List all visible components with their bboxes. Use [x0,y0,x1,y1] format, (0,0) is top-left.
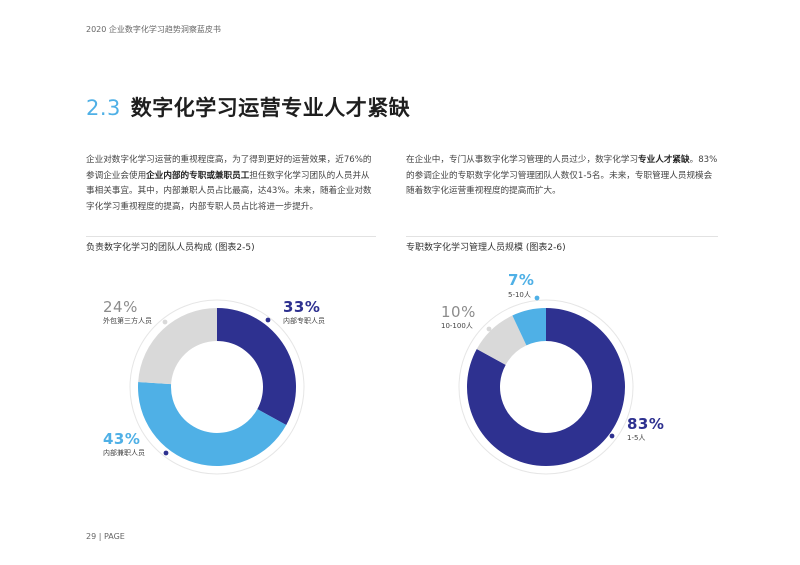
chart2-slice-1 [476,315,527,365]
chart2-pct-1: 10% [441,303,476,321]
right-divider [406,236,718,237]
chart2-pct-2: 7% [508,271,535,289]
chart1-pct-2: 24% [103,298,138,316]
chart1-label-1: 内部兼职人员 [103,449,145,457]
chart2-slice-2 [512,308,546,346]
chart2-donut [458,295,634,475]
header-title: 2020 企业数字化学习趋势洞察蓝皮书 [86,25,221,34]
left-divider [86,236,376,237]
chart2-slice-0 [467,308,625,466]
chart1-label-2: 外包第三方人员 [103,317,152,325]
chart1-slice-0 [217,308,296,426]
chart1-marker-1 [163,450,169,456]
chart2-label-2: 5-10人 [508,291,531,299]
right-paragraph: 在企业中，专门从事数字化学习管理的人员过少，数字化学习专业人才紧缺。83%的参调… [406,153,718,200]
chart2-marker-1 [486,326,492,332]
chart2-pct-0: 83% [627,415,665,433]
left-paragraph: 企业对数字化学习运营的重视程度高，为了得到更好的运营效果，近76%的参调企业会使… [86,153,376,215]
chart2-title: 专职数字化学习管理人员规模 (图表2-6) [406,243,566,253]
left-text-part1: 企业对数字化学习运营的重视程度高，为了得到更好的运营效果，近76%的参调企业会使… [86,155,372,181]
chart2-label-1: 10-100人 [441,322,473,330]
chart1-pct-1: 43% [103,430,141,448]
section-number: 2.3 [86,96,121,120]
chart2-marker-2 [534,295,540,301]
chart2-marker-0 [609,433,615,439]
chart1-marker-2 [162,319,168,325]
left-text-part2: 担任数字化学习团队的人员并从事相关事宜。其中，内部兼职人员占比最高，达43%。未… [86,170,372,212]
page-footer: 29 | PAGE [86,532,125,541]
chart1-label-0: 内部专职人员 [283,317,325,325]
right-text-part1: 在企业中，专门从事数字化学习管理的人员过少，数字化学习 [406,155,639,165]
chart1-title: 负责数字化学习的团队人员构成 (图表2-5) [86,243,255,253]
chart1-marker-0 [265,317,271,323]
chart2-outer-ring [458,299,634,475]
chart2-label-0: 1-5人 [627,434,646,442]
chart1-donut [129,299,305,475]
left-text-bold: 企业内部的专职或兼职员工 [146,170,250,181]
chart1-outer-ring [129,299,305,475]
section-title: 2.3 数字化学习运营专业人才紧缺 [86,92,410,122]
chart1-slice-2 [138,308,217,385]
right-text-part2: 。83%的参调企业的专职数字化学习管理团队人数仅1-5名。未来，专职管理人员规模… [406,155,718,196]
chart1-pct-0: 33% [283,298,321,316]
right-text-bold: 专业人才紧缺 [638,155,690,165]
chart1-slice-1 [138,382,287,467]
section-heading: 数字化学习运营专业人才紧缺 [130,96,411,120]
